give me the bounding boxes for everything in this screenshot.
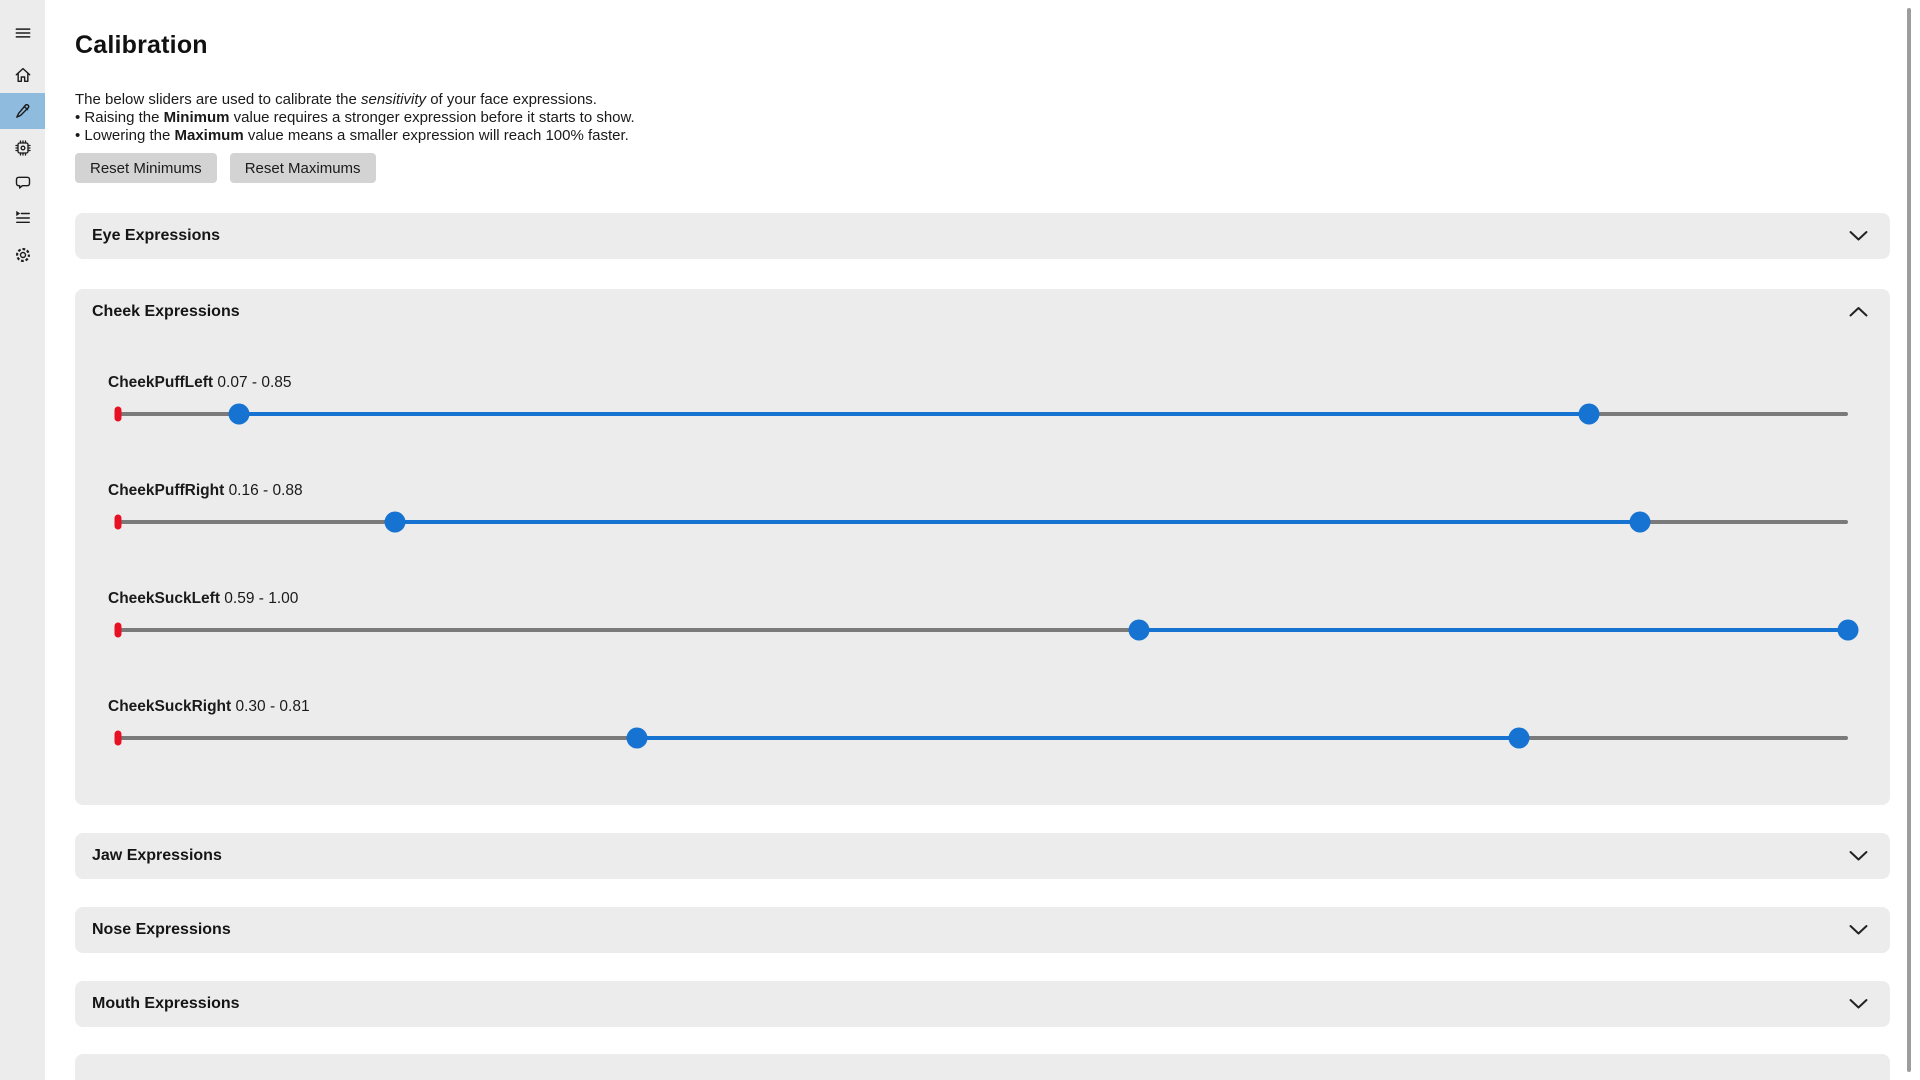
slider-selected-range [394,520,1641,524]
range-slider-cheeksuckright[interactable] [114,727,1848,749]
chevron-down-icon[interactable] [1849,231,1868,242]
slider-row-cheeksuckleft: CheekSuckLeft 0.59 - 1.00 [108,589,1859,641]
section-title: Cheek Expressions [92,303,240,320]
section-header-mouth[interactable]: Mouth Expressions [75,981,1890,1027]
min-handle[interactable] [384,511,406,533]
slider-label: CheekSuckLeft 0.59 - 1.00 [108,590,299,607]
section-title: Mouth Expressions [92,995,240,1012]
menu-toggle-button[interactable] [0,15,45,51]
section-cheek-expressions: Cheek Expressions CheekPuffLeft 0.07 - 0… [75,289,1890,805]
section-cutoff[interactable] [75,1054,1890,1080]
zero-value-tick [114,622,122,638]
max-handle[interactable] [1578,403,1599,425]
section-eye-expressions: Eye Expressions [75,213,1890,259]
slider-selected-range [637,736,1520,740]
sidebar-item-settings[interactable] [0,237,45,273]
max-handle[interactable] [1629,511,1651,533]
page-title: Calibration [75,31,208,59]
section-header-eye[interactable]: Eye Expressions [75,213,1890,259]
chat-icon [15,176,30,189]
vertical-scrollbar[interactable] [1907,8,1911,1072]
reset-buttons-row: Reset Minimums Reset Maximums [75,153,1890,183]
range-slider-cheeksuckleft[interactable] [114,619,1859,641]
sidebar-item-output-log[interactable] [0,200,45,236]
intro-bullet-minimum: • Raising the Minimum value requires a s… [75,109,635,126]
log-list-icon [15,210,30,224]
chevron-down-icon[interactable] [1849,999,1868,1010]
section-header-jaw[interactable]: Jaw Expressions [75,833,1890,879]
slider-label: CheekPuffLeft 0.07 - 0.85 [108,374,292,391]
intro-line-1: The below sliders are used to calibrate … [75,91,597,108]
min-handle[interactable] [626,727,648,749]
slider-selected-range [1138,628,1848,632]
cheek-sliders: CheekPuffLeft 0.07 - 0.85 CheekPuffRight… [75,373,1890,759]
section-title: Jaw Expressions [92,847,222,864]
zero-value-tick [114,730,122,746]
min-handle[interactable] [1128,619,1150,641]
max-handle[interactable] [1508,727,1530,749]
chevron-down-icon[interactable] [1849,851,1868,862]
slider-selected-range [239,412,1589,416]
range-slider-cheekpuffright[interactable] [114,511,1848,533]
pencil-icon [15,103,29,118]
intro-bullet-maximum: • Lowering the Maximum value means a sma… [75,127,629,144]
range-slider-cheekpuffleft[interactable] [114,403,1848,425]
section-header-nose[interactable]: Nose Expressions [75,907,1890,953]
sidebar-item-feedback[interactable] [0,165,45,201]
home-icon [15,67,30,83]
section-title: Nose Expressions [92,921,231,938]
sidebar-item-calibration[interactable] [0,93,45,129]
section-nose-expressions: Nose Expressions [75,907,1890,953]
sidebar-item-home[interactable] [0,57,45,93]
zero-value-tick [114,406,122,422]
chevron-down-icon[interactable] [1849,925,1868,936]
sidebar-item-modules[interactable] [0,130,45,166]
slider-row-cheekpuffright: CheekPuffRight 0.16 - 0.88 [108,481,1848,533]
chevron-up-icon[interactable] [1849,307,1868,318]
section-jaw-expressions: Jaw Expressions [75,833,1890,879]
max-handle[interactable] [1837,619,1859,641]
chip-icon [14,140,31,156]
gear-icon [15,248,30,262]
sidebar [0,0,45,1080]
slider-row-cheekpuffleft: CheekPuffLeft 0.07 - 0.85 [108,373,1848,425]
reset-minimums-button[interactable]: Reset Minimums [75,153,217,183]
main-content: Calibration The below sliders are used t… [75,0,1890,1080]
slider-label: CheekSuckRight 0.30 - 0.81 [108,698,310,715]
min-handle[interactable] [228,403,250,425]
section-title: Eye Expressions [92,227,221,244]
slider-label: CheekPuffRight 0.16 - 0.88 [108,482,303,499]
slider-track[interactable] [118,628,1848,632]
reset-maximums-button[interactable]: Reset Maximums [229,153,376,183]
menu-icon [15,28,30,38]
section-mouth-expressions: Mouth Expressions [75,981,1890,1027]
intro-text: The below sliders are used to calibrate … [75,91,1890,145]
slider-row-cheeksuckright: CheekSuckRight 0.30 - 0.81 [108,697,1848,749]
section-header-cheek[interactable]: Cheek Expressions [75,289,1890,335]
zero-value-tick [114,514,122,530]
